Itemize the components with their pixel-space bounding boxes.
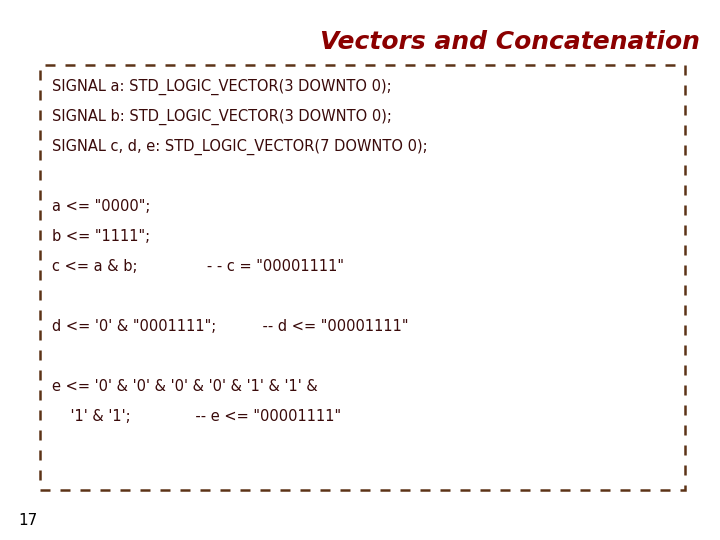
Text: a <= "0000";: a <= "0000"; bbox=[52, 199, 150, 214]
Text: e <= '0' & '0' & '0' & '0' & '1' & '1' &: e <= '0' & '0' & '0' & '0' & '1' & '1' & bbox=[52, 379, 318, 394]
Text: '1' & '1';              -- e <= "00001111": '1' & '1'; -- e <= "00001111" bbox=[52, 409, 341, 424]
Text: b <= "1111";: b <= "1111"; bbox=[52, 229, 150, 244]
Text: Vectors and Concatenation: Vectors and Concatenation bbox=[320, 30, 700, 54]
FancyBboxPatch shape bbox=[40, 65, 685, 490]
Text: SIGNAL b: STD_LOGIC_VECTOR(3 DOWNTO 0);: SIGNAL b: STD_LOGIC_VECTOR(3 DOWNTO 0); bbox=[52, 109, 392, 125]
Text: 17: 17 bbox=[18, 513, 37, 528]
Text: SIGNAL a: STD_LOGIC_VECTOR(3 DOWNTO 0);: SIGNAL a: STD_LOGIC_VECTOR(3 DOWNTO 0); bbox=[52, 79, 392, 95]
Text: d <= '0' & "0001111";          -- d <= "00001111": d <= '0' & "0001111"; -- d <= "00001111" bbox=[52, 319, 408, 334]
Text: c <= a & b;               - - c = "00001111": c <= a & b; - - c = "00001111" bbox=[52, 259, 344, 274]
Text: SIGNAL c, d, e: STD_LOGIC_VECTOR(7 DOWNTO 0);: SIGNAL c, d, e: STD_LOGIC_VECTOR(7 DOWNT… bbox=[52, 139, 428, 155]
